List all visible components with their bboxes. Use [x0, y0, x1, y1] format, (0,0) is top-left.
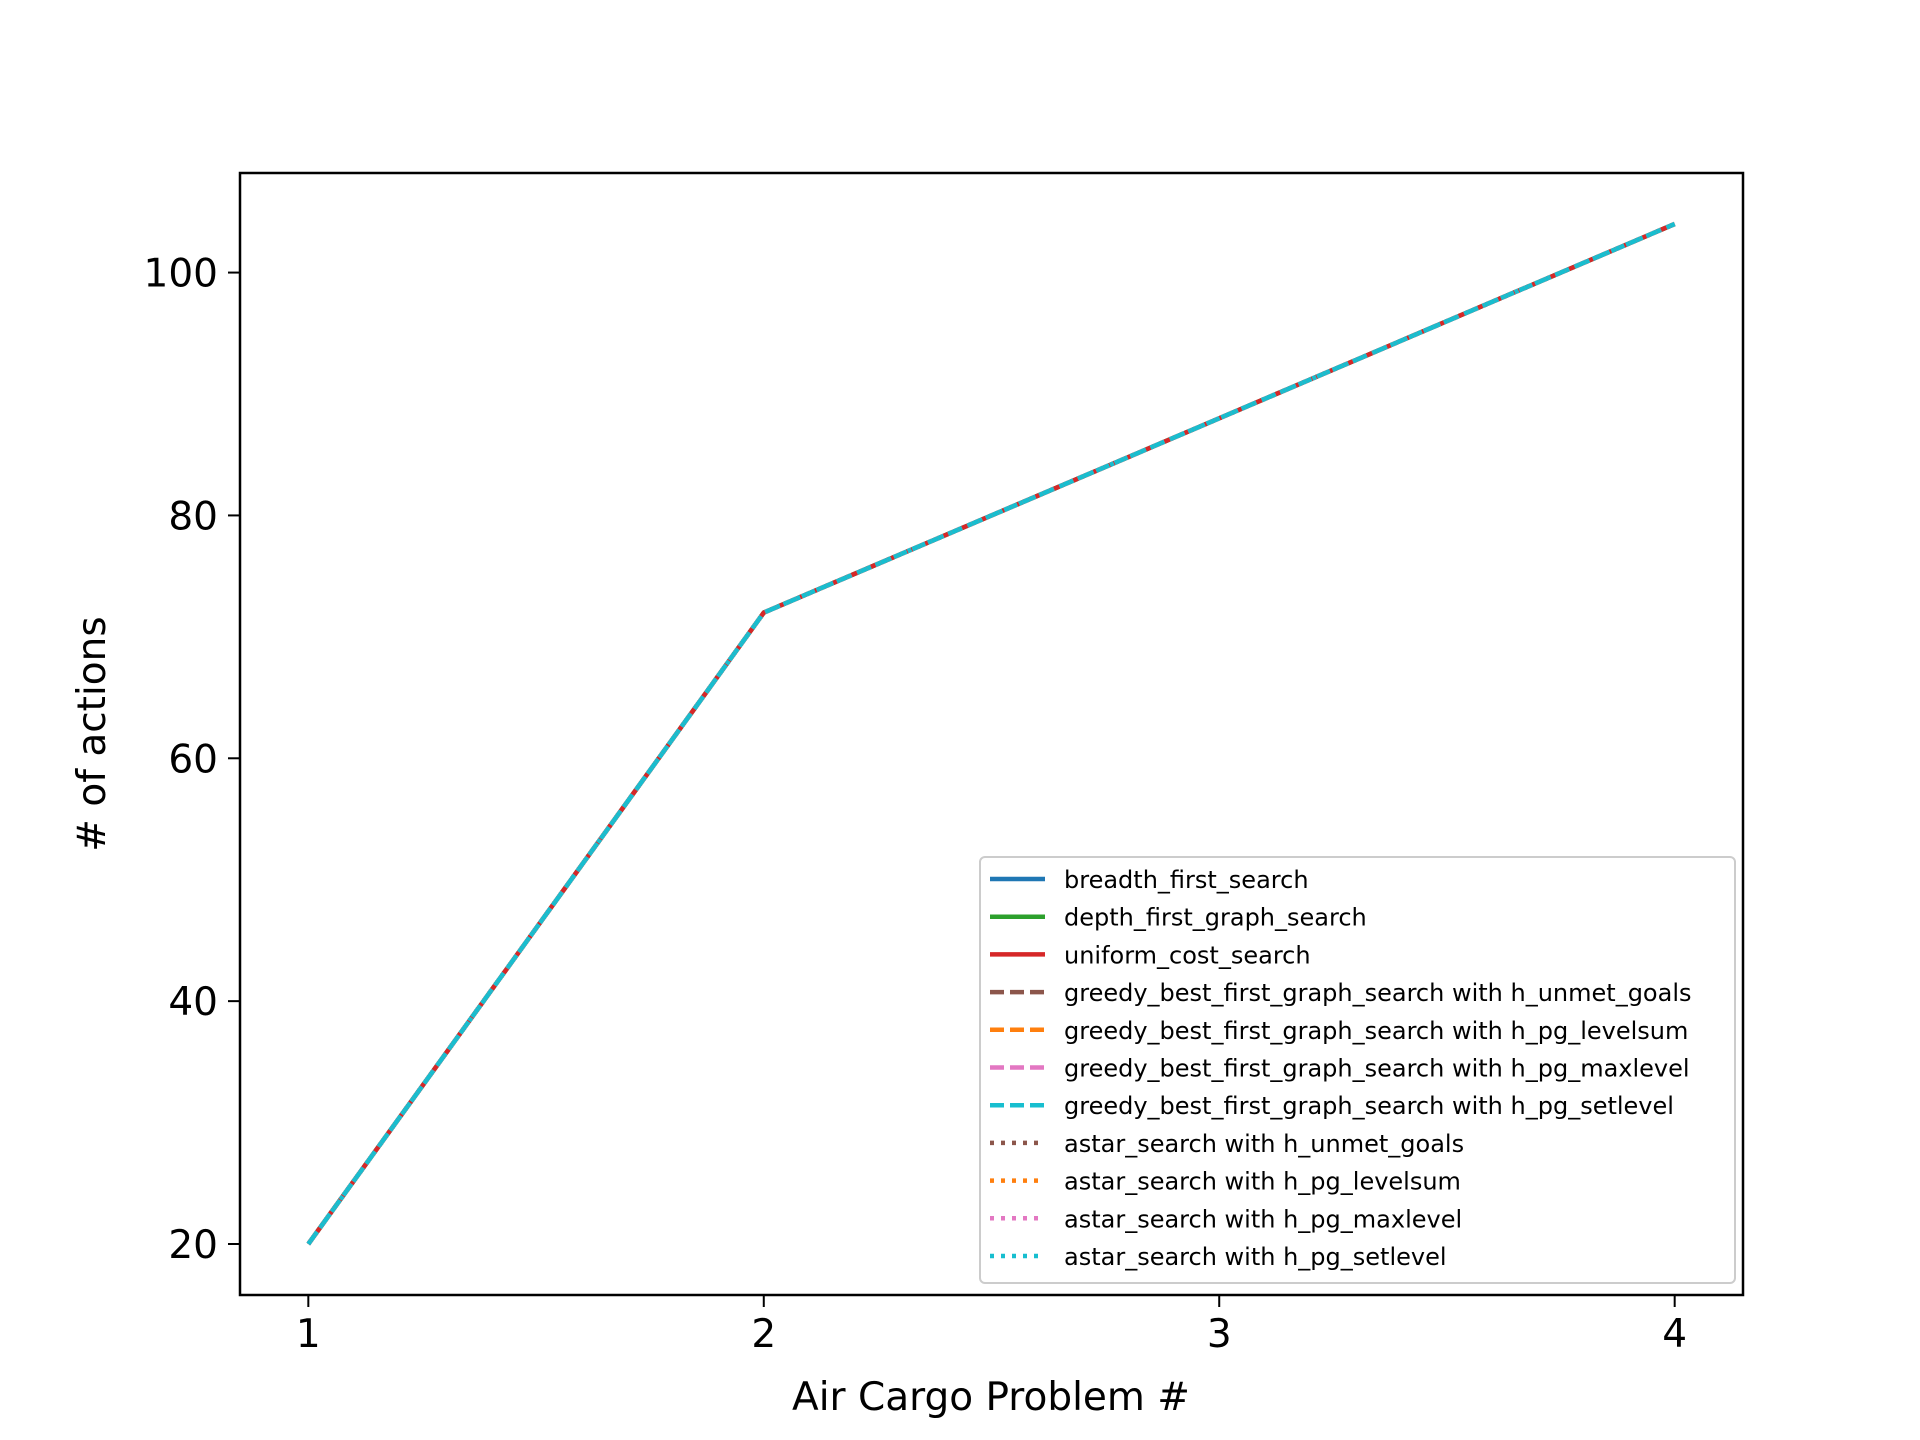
- x-tick-label: 3: [1207, 1312, 1232, 1357]
- legend-label-10: astar_search with h_pg_maxlevel: [1064, 1205, 1462, 1233]
- x-axis-label: Air Cargo Problem #: [792, 1375, 1190, 1420]
- legend: breadth_first_search depth_first_graph_se…: [980, 857, 1735, 1283]
- y-tick-label: 60: [168, 737, 218, 782]
- legend-label-1: breadth_first_search: [1064, 866, 1309, 894]
- x-tick-label: 4: [1662, 1312, 1687, 1357]
- legend-label-9: astar_search with h_pg_levelsum: [1064, 1168, 1461, 1196]
- x-tick-label: 2: [751, 1312, 776, 1357]
- legend-label-7: greedy_best_first_graph_search with h_pg…: [1064, 1092, 1674, 1120]
- legend-label-8: astar_search with h_unmet_goals: [1064, 1130, 1464, 1158]
- legend-label-2: depth_first_graph_search: [1064, 904, 1367, 932]
- legend-label-11: astar_search with h_pg_setlevel: [1064, 1243, 1447, 1271]
- legend-label-5: greedy_best_first_graph_search with h_pg…: [1064, 1017, 1688, 1045]
- legend-label-3: uniform_cost_search: [1064, 941, 1311, 969]
- y-tick-label: 40: [168, 980, 218, 1025]
- y-tick-label: 100: [144, 252, 218, 297]
- y-axis-label: # of actions: [70, 616, 115, 851]
- y-tick-label: 20: [168, 1223, 218, 1268]
- legend-label-6: greedy_best_first_graph_search with h_pg…: [1064, 1055, 1690, 1083]
- y-tick-label: 80: [168, 494, 218, 539]
- legend-label-4: greedy_best_first_graph_search with h_un…: [1064, 979, 1692, 1007]
- x-tick-label: 1: [296, 1312, 321, 1357]
